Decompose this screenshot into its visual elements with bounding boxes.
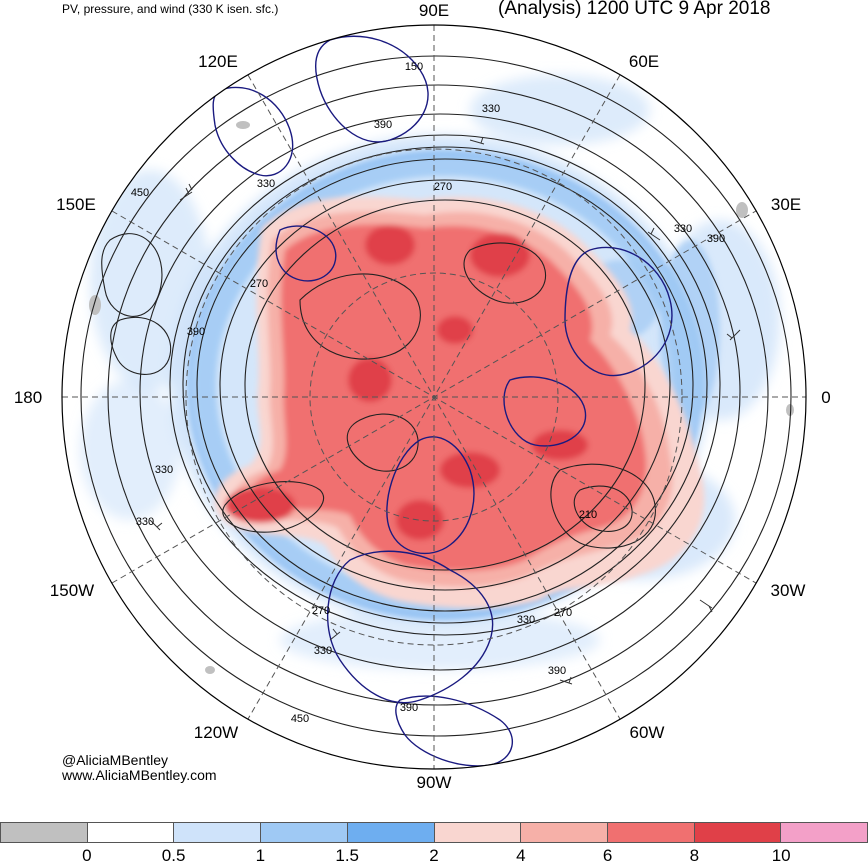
- colorbar-tick-label: 2: [429, 846, 439, 865]
- lon-label-120e: 120E: [198, 52, 238, 71]
- contour-label: 330: [314, 645, 332, 657]
- lon-label-90e: 90E: [418, 1, 450, 20]
- lon-label-30e: 30E: [770, 195, 802, 214]
- credit-website: www.AliciaMBentley.com: [62, 767, 217, 783]
- colorbar-segment: [0, 822, 88, 843]
- lon-label-180: 180: [13, 388, 43, 407]
- colorbar-segment: [260, 822, 348, 843]
- wind-barbs: [149, 136, 741, 685]
- lon-label-150w: 150W: [49, 581, 95, 600]
- credit-twitter: @AliciaMBentley: [62, 752, 169, 768]
- colorbar-tick-label: 0.5: [161, 846, 186, 865]
- contour-label: 330: [674, 223, 692, 235]
- contour-label: 330: [257, 178, 275, 190]
- colorbar-segment: [693, 822, 782, 843]
- isobar-contours: [80, 55, 792, 737]
- contour-label: 450: [131, 187, 149, 199]
- colorbar-tick-label: 8: [689, 846, 700, 865]
- pv-red-shading: [214, 196, 705, 609]
- colorbar-segment: [86, 822, 175, 843]
- colorbar-segment: [520, 822, 608, 843]
- lon-label-60w: 60W: [629, 723, 665, 742]
- lat-lon-grid: [62, 25, 806, 769]
- analysis-time: (Analysis) 1200 UTC 9 Apr 2018: [498, 0, 771, 19]
- contour-label: 150: [405, 61, 423, 73]
- map-title: PV, pressure, and wind (330 K isen. sfc.…: [62, 2, 279, 16]
- colorbar-segment: [433, 822, 522, 843]
- lon-label-0: 0: [821, 388, 831, 407]
- contour-label: 390: [707, 233, 725, 245]
- contour-label: 390: [374, 119, 392, 131]
- lon-label-60e: 60E: [628, 52, 660, 71]
- contour-label: 390: [187, 326, 205, 338]
- colorbar-tick-label: 6: [602, 846, 613, 865]
- coastlines: [212, 35, 673, 767]
- colorbar-tick-label: 10: [771, 846, 791, 865]
- contour-label: 330: [517, 614, 535, 626]
- colorbar-segment: [780, 822, 868, 843]
- colorbar-tick-label: 4: [516, 846, 526, 865]
- contour-label: 390: [400, 702, 418, 714]
- contour-label: 270: [554, 607, 572, 619]
- contour-label: 210: [579, 509, 597, 521]
- colorbar-segment: [173, 822, 262, 843]
- map-border: [61, 24, 807, 770]
- colorbar-tick-label: 0: [82, 846, 92, 865]
- contour-label: 270: [312, 605, 330, 617]
- lon-label-30w: 30W: [770, 581, 806, 600]
- contour-label: 390: [548, 665, 566, 677]
- contour-labels: 150 330 390 330 270 450 330 270 390 390 …: [131, 61, 725, 725]
- contour-label: 330: [136, 516, 154, 528]
- contour-label: 330: [155, 464, 173, 476]
- colorbar-tick-label: 1.5: [335, 846, 360, 865]
- lon-label-120w: 120W: [193, 723, 239, 742]
- colorbar-segment: [606, 822, 695, 843]
- polar-stereographic-map: 150 330 390 330 270 450 330 270 390 390 …: [61, 24, 807, 770]
- colorbar-tick-label: 1: [255, 846, 266, 865]
- contour-label: 330: [482, 103, 500, 115]
- lon-label-90w: 90W: [416, 773, 452, 792]
- colorbar-segment: [346, 822, 435, 843]
- contour-label: 270: [250, 278, 268, 290]
- lon-label-150e: 150E: [56, 195, 96, 214]
- contour-label: 450: [291, 713, 309, 725]
- contour-label: 270: [434, 181, 452, 193]
- colorbar: [0, 822, 868, 843]
